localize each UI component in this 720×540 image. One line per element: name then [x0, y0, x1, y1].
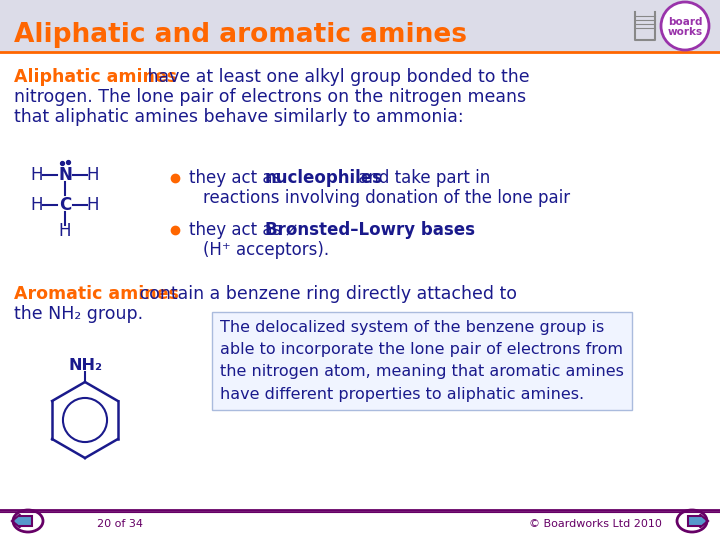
Text: H: H — [86, 196, 99, 214]
Text: nitrogen. The lone pair of electrons on the nitrogen means: nitrogen. The lone pair of electrons on … — [14, 88, 526, 106]
Text: they act as: they act as — [189, 169, 287, 187]
Text: Aliphatic amines: Aliphatic amines — [14, 68, 177, 86]
FancyBboxPatch shape — [0, 0, 720, 52]
Text: © Boardworks Ltd 2010: © Boardworks Ltd 2010 — [528, 519, 662, 529]
Text: works: works — [667, 27, 703, 37]
Text: The delocalized system of the benzene group is
able to incorporate the lone pair: The delocalized system of the benzene gr… — [220, 320, 624, 402]
Text: reactions involving donation of the lone pair: reactions involving donation of the lone… — [203, 189, 570, 207]
Text: have at least one alkyl group bonded to the: have at least one alkyl group bonded to … — [142, 68, 530, 86]
Text: N: N — [58, 166, 72, 184]
Text: they act as: they act as — [189, 221, 287, 239]
Text: NH₂: NH₂ — [68, 359, 102, 374]
Text: H: H — [86, 166, 99, 184]
Text: Aliphatic and aromatic amines: Aliphatic and aromatic amines — [14, 22, 467, 48]
FancyArrow shape — [688, 515, 708, 528]
Text: 20 of 34: 20 of 34 — [97, 519, 143, 529]
Text: H: H — [59, 222, 71, 240]
Text: that aliphatic amines behave similarly to ammonia:: that aliphatic amines behave similarly t… — [14, 108, 464, 126]
FancyArrow shape — [12, 515, 32, 528]
Text: Aromatic amines: Aromatic amines — [14, 285, 179, 303]
Text: the NH₂ group.: the NH₂ group. — [14, 305, 143, 323]
Text: and take part in: and take part in — [353, 169, 490, 187]
Text: board: board — [667, 17, 702, 27]
Text: Brønsted–Lowry bases: Brønsted–Lowry bases — [265, 221, 475, 239]
Text: nucleophiles: nucleophiles — [265, 169, 383, 187]
Circle shape — [661, 2, 709, 50]
Text: H: H — [31, 166, 43, 184]
Text: contain a benzene ring directly attached to: contain a benzene ring directly attached… — [134, 285, 517, 303]
Text: (H⁺ acceptors).: (H⁺ acceptors). — [203, 241, 329, 259]
Text: H: H — [31, 196, 43, 214]
Text: C: C — [59, 196, 71, 214]
